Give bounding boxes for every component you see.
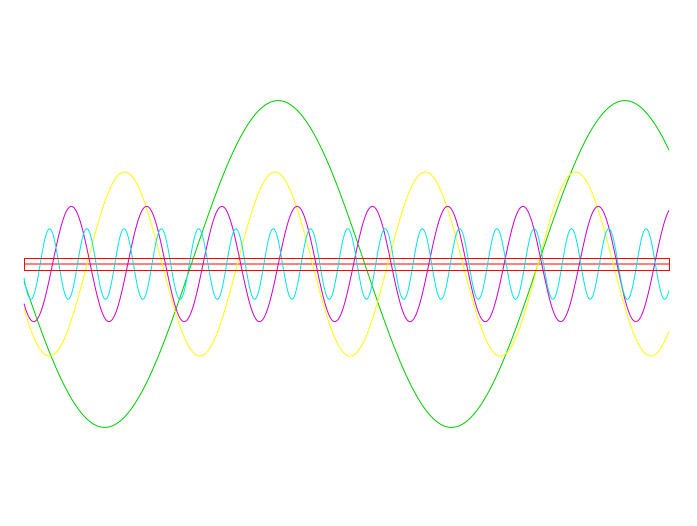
series-layer xyxy=(23,100,670,428)
series-line-1 xyxy=(23,100,670,428)
baseline-frame xyxy=(24,258,670,271)
series-line-4 xyxy=(23,228,670,300)
series-line-3 xyxy=(23,205,670,323)
series-line-2 xyxy=(23,171,670,357)
